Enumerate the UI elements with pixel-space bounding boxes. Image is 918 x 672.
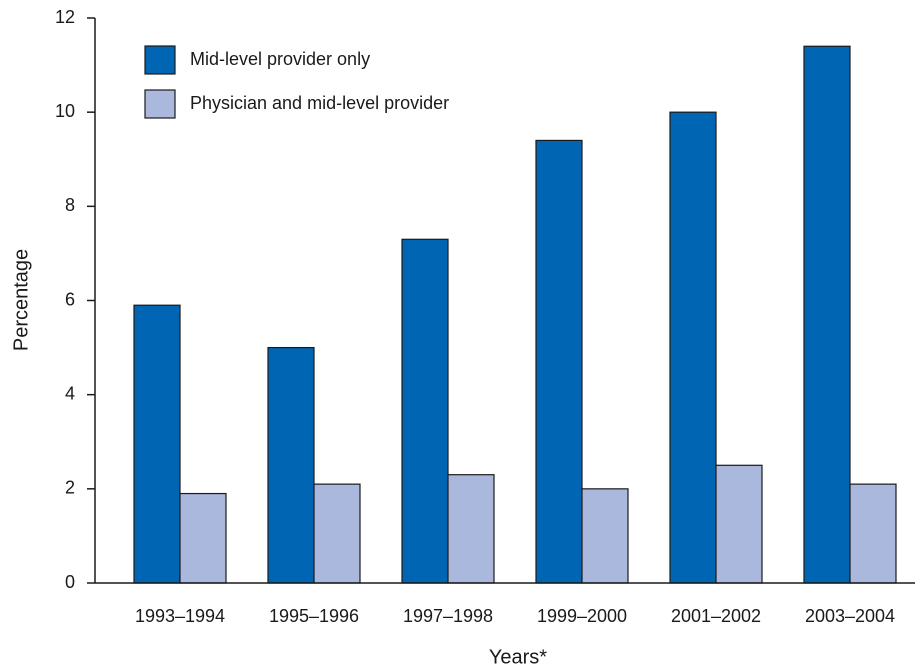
- x-tick-label: 2001–2002: [671, 606, 761, 626]
- bar: [313, 483, 361, 584]
- bar: [803, 45, 851, 584]
- legend-swatch: [144, 89, 176, 119]
- bar: [849, 483, 897, 584]
- y-tick-label: 8: [65, 195, 75, 215]
- legend-label: Mid-level provider only: [190, 49, 370, 69]
- x-tick-label: 2003–2004: [805, 606, 895, 626]
- bar: [179, 492, 227, 584]
- bar: [669, 111, 717, 584]
- bar: [401, 238, 449, 584]
- x-axis-title: Years*: [489, 646, 547, 668]
- y-tick-label: 2: [65, 478, 75, 498]
- y-tick-label: 4: [65, 383, 75, 403]
- x-tick-label: 1999–2000: [537, 606, 627, 626]
- x-tick-label: 1997–1998: [403, 606, 493, 626]
- y-axis-title: Percentage: [10, 249, 32, 351]
- x-tick-label: 1993–1994: [135, 606, 225, 626]
- bar: [267, 346, 315, 584]
- x-tick-label: 1995–1996: [269, 606, 359, 626]
- legend-label: Physician and mid-level provider: [190, 93, 449, 113]
- bar: [447, 474, 495, 584]
- bar: [581, 488, 629, 584]
- y-tick-label: 0: [65, 572, 75, 592]
- bar: [535, 139, 583, 584]
- bar: [715, 464, 763, 584]
- legend-swatch: [144, 45, 176, 75]
- y-tick-label: 12: [55, 7, 75, 27]
- bar: [133, 304, 181, 584]
- y-tick-label: 10: [55, 101, 75, 121]
- y-tick-label: 6: [65, 289, 75, 309]
